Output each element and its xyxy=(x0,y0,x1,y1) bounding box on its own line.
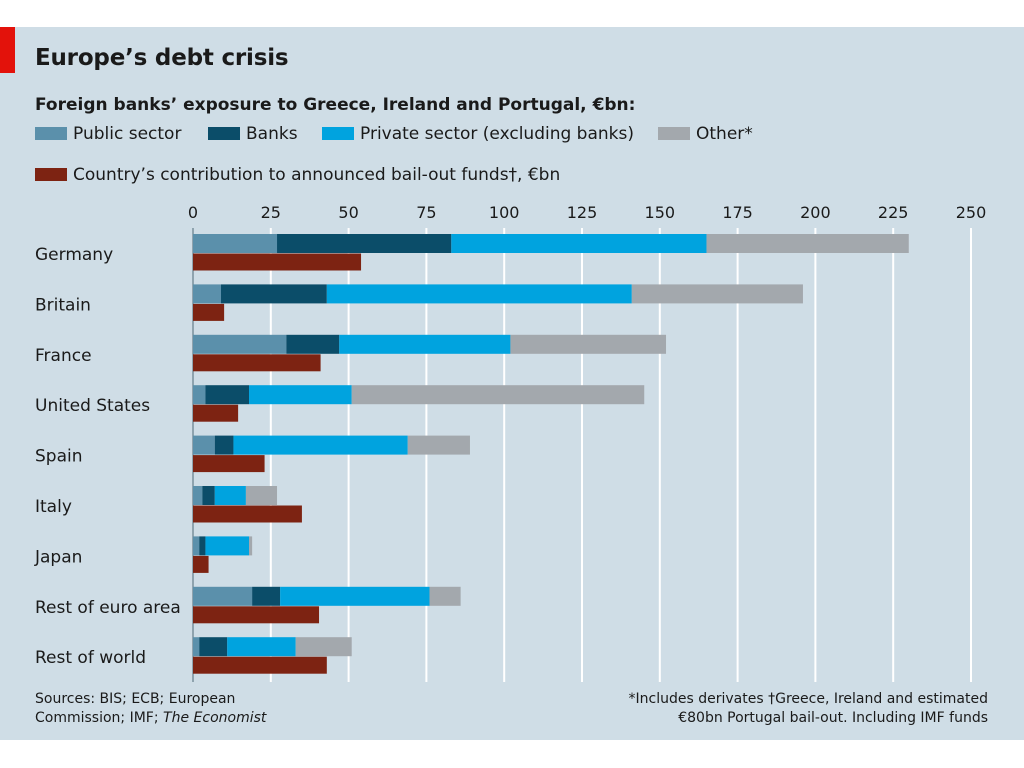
legend-item-private-sector: Private sector (excluding banks) xyxy=(322,124,634,144)
x-tick-label-200: 200 xyxy=(800,203,831,222)
x-tick-label-100: 100 xyxy=(489,203,520,222)
bar-banks-germany xyxy=(277,234,452,253)
legend-label-other: Other* xyxy=(696,124,753,144)
category-label-japan: Japan xyxy=(34,547,82,567)
legend-swatch-private-sector xyxy=(322,127,354,140)
bar-public-germany xyxy=(193,234,278,253)
x-tick-label-50: 50 xyxy=(338,203,358,222)
sources-line-2-plain: Commission; IMF; xyxy=(35,710,164,726)
bar-banks-britain xyxy=(221,284,327,304)
bar-other-united-states xyxy=(351,385,645,405)
sources-line-2: Commission; IMF; The Economist xyxy=(35,709,266,728)
bar-public-united-states xyxy=(193,385,206,405)
bar-public-japan xyxy=(193,536,200,556)
x-tick-label-125: 125 xyxy=(567,203,598,222)
bar-banks-france xyxy=(286,334,340,354)
bar-private-italy xyxy=(214,486,246,505)
bar-other-japan xyxy=(249,536,253,556)
legend-label-contribution: Country’s contribution to announced bail… xyxy=(73,165,561,185)
bar-contribution-united-states xyxy=(193,404,239,422)
category-label-italy: Italy xyxy=(35,497,72,517)
bar-banks-italy xyxy=(202,486,215,505)
bar-private-britain xyxy=(326,284,632,304)
chart-title: Europe’s debt crisis xyxy=(35,45,289,71)
category-label-united-states: United States xyxy=(35,396,150,416)
bar-public-rest-of-world xyxy=(193,637,200,657)
bar-contribution-rest-of-world xyxy=(193,656,327,674)
bar-other-rest-of-euro-area xyxy=(429,586,461,606)
legend-item-contribution: Country’s contribution to announced bail… xyxy=(35,165,560,185)
bar-contribution-britain xyxy=(193,303,225,321)
category-label-rest-of-euro-area: Rest of euro area xyxy=(35,598,181,618)
bar-private-rest-of-euro-area xyxy=(280,586,430,606)
x-tick-label-225: 225 xyxy=(878,203,909,222)
bar-other-italy xyxy=(245,486,278,505)
chart-panel xyxy=(0,27,1024,740)
category-label-britain: Britain xyxy=(35,295,91,315)
bar-contribution-spain xyxy=(193,455,265,473)
category-label-france: France xyxy=(35,346,92,366)
sources-line-1: Sources: BIS; ECB; European xyxy=(35,691,236,707)
bar-contribution-rest-of-euro-area xyxy=(193,606,320,624)
sources-note: Sources: BIS; ECB; European Commission; … xyxy=(35,690,266,728)
category-label-spain: Spain xyxy=(35,447,83,467)
legend-label-banks: Banks xyxy=(246,124,298,144)
bar-other-france xyxy=(510,334,667,354)
x-tick-label-0: 0 xyxy=(188,203,198,222)
legend-item-other: Other* xyxy=(658,124,753,144)
bar-banks-united-states xyxy=(205,385,250,405)
x-tick-label-250: 250 xyxy=(956,203,987,222)
footnote-line-2: €80bn Portugal bail-out. Including IMF f… xyxy=(678,710,988,726)
legend-swatch-contribution xyxy=(35,168,67,181)
bar-private-france xyxy=(339,334,511,354)
footnote-line-1: *Includes derivates †Greece, Ireland and… xyxy=(628,691,988,707)
x-tick-label-25: 25 xyxy=(261,203,281,222)
bar-banks-rest-of-world xyxy=(199,637,228,657)
legend-label-private-sector: Private sector (excluding banks) xyxy=(360,124,634,144)
bar-private-japan xyxy=(205,536,250,556)
x-tick-label-150: 150 xyxy=(645,203,676,222)
bar-private-spain xyxy=(233,435,408,455)
legend-label-public-sector: Public sector xyxy=(73,124,182,144)
bar-private-germany xyxy=(451,234,707,253)
bar-banks-spain xyxy=(214,435,234,455)
sources-publication: The Economist xyxy=(163,710,267,726)
bar-other-britain xyxy=(631,284,803,304)
bar-banks-japan xyxy=(199,536,206,556)
x-tick-label-175: 175 xyxy=(722,203,753,222)
legend-swatch-other xyxy=(658,127,690,140)
legend-item-banks: Banks xyxy=(208,124,298,144)
category-label-rest-of-world: Rest of world xyxy=(35,648,146,668)
bar-contribution-france xyxy=(193,354,321,372)
bar-public-rest-of-euro-area xyxy=(193,586,253,606)
x-tick-label-75: 75 xyxy=(416,203,436,222)
footnotes: *Includes derivates †Greece, Ireland and… xyxy=(629,690,988,728)
brand-tag xyxy=(0,27,15,73)
category-label-germany: Germany xyxy=(35,245,113,265)
bar-private-united-states xyxy=(249,385,352,405)
bar-public-spain xyxy=(193,435,215,455)
bar-contribution-germany xyxy=(193,253,362,271)
bar-private-rest-of-world xyxy=(227,637,296,657)
chart-subtitle: Foreign banks’ exposure to Greece, Irela… xyxy=(35,95,636,115)
bar-public-britain xyxy=(193,284,222,304)
bar-contribution-italy xyxy=(193,505,302,523)
bar-other-germany xyxy=(706,234,909,253)
legend-swatch-public-sector xyxy=(35,127,67,140)
bar-public-france xyxy=(193,334,287,354)
bar-other-rest-of-world xyxy=(295,637,352,657)
bar-public-italy xyxy=(193,486,203,505)
bar-banks-rest-of-euro-area xyxy=(252,586,281,606)
legend-item-public-sector: Public sector xyxy=(35,124,181,144)
bar-other-spain xyxy=(407,435,470,455)
legend-swatch-banks xyxy=(208,127,240,140)
bar-contribution-japan xyxy=(193,555,209,573)
